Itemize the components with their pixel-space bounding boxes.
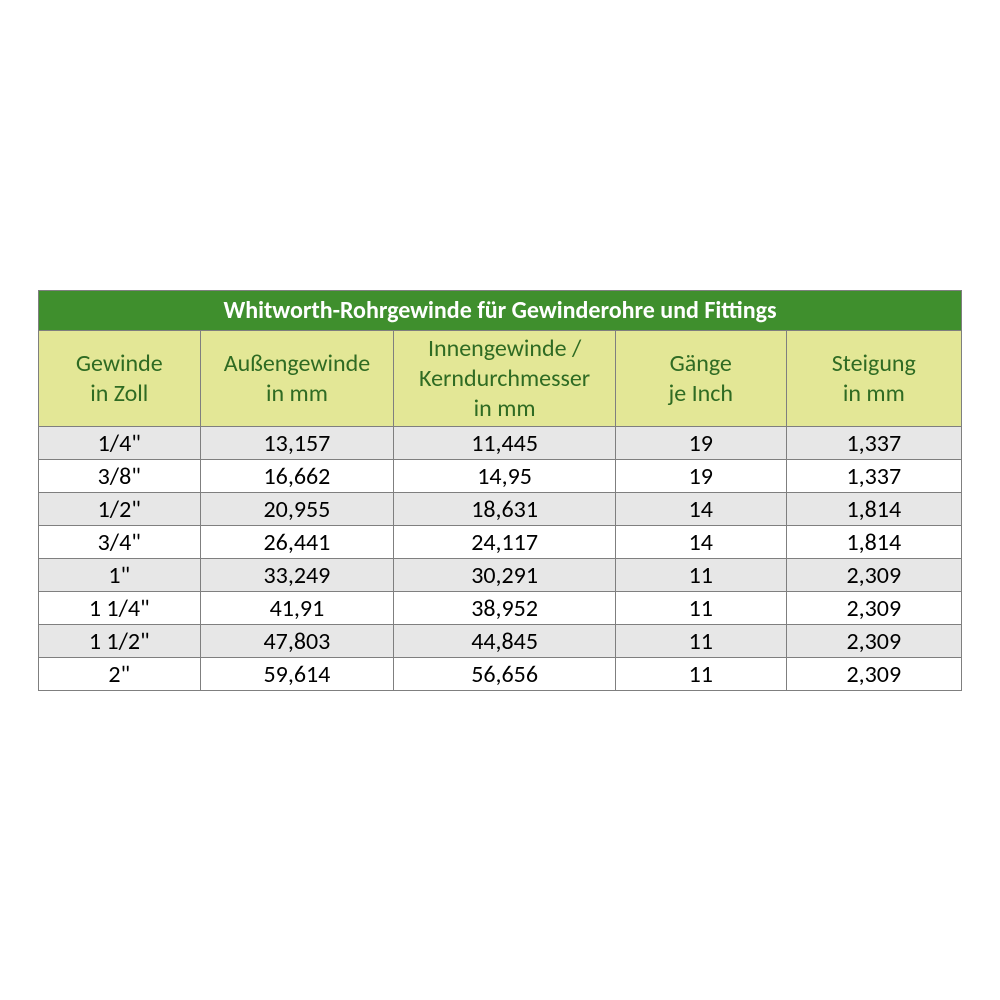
table-row: 3/4" 26,441 24,117 14 1,814 [39, 526, 962, 559]
cell: 1/4" [39, 427, 201, 460]
cell: 11 [615, 559, 786, 592]
col-header-gaenge: Gänge je Inch [615, 331, 786, 427]
cell: 14,95 [394, 460, 616, 493]
cell: 18,631 [394, 493, 616, 526]
cell: 11 [615, 625, 786, 658]
col-header-innen: Innengewinde / Kerndurchmesser in mm [394, 331, 616, 427]
cell: 30,291 [394, 559, 616, 592]
cell: 41,91 [200, 592, 394, 625]
cell: 19 [615, 460, 786, 493]
cell: 1" [39, 559, 201, 592]
cell: 16,662 [200, 460, 394, 493]
cell: 14 [615, 493, 786, 526]
cell: 47,803 [200, 625, 394, 658]
cell: 24,117 [394, 526, 616, 559]
cell: 2,309 [786, 625, 961, 658]
cell: 1/2" [39, 493, 201, 526]
cell: 20,955 [200, 493, 394, 526]
cell: 59,614 [200, 658, 394, 691]
cell: 44,845 [394, 625, 616, 658]
cell: 1,814 [786, 526, 961, 559]
table-row: 1 1/4" 41,91 38,952 11 2,309 [39, 592, 962, 625]
cell: 11 [615, 592, 786, 625]
cell: 33,249 [200, 559, 394, 592]
cell: 38,952 [394, 592, 616, 625]
cell: 56,656 [394, 658, 616, 691]
cell: 11,445 [394, 427, 616, 460]
cell: 1 1/2" [39, 625, 201, 658]
table-title: Whitworth-Rohrgewinde für Gewinderohre u… [39, 291, 962, 331]
cell: 1,337 [786, 460, 961, 493]
table-row: 1 1/2" 47,803 44,845 11 2,309 [39, 625, 962, 658]
cell: 2,309 [786, 559, 961, 592]
cell: 1,337 [786, 427, 961, 460]
table-row: 2" 59,614 56,656 11 2,309 [39, 658, 962, 691]
cell: 13,157 [200, 427, 394, 460]
table-row: 3/8" 16,662 14,95 19 1,337 [39, 460, 962, 493]
cell: 3/4" [39, 526, 201, 559]
table-row: 1/4" 13,157 11,445 19 1,337 [39, 427, 962, 460]
cell: 2" [39, 658, 201, 691]
table-row: 1" 33,249 30,291 11 2,309 [39, 559, 962, 592]
whitworth-thread-table: Whitworth-Rohrgewinde für Gewinderohre u… [38, 290, 962, 691]
cell: 14 [615, 526, 786, 559]
col-header-aussen: Außengewinde in mm [200, 331, 394, 427]
cell: 11 [615, 658, 786, 691]
col-header-gewinde: Gewinde in Zoll [39, 331, 201, 427]
cell: 2,309 [786, 658, 961, 691]
cell: 3/8" [39, 460, 201, 493]
table-body: 1/4" 13,157 11,445 19 1,337 3/8" 16,662 … [39, 427, 962, 691]
table-row: 1/2" 20,955 18,631 14 1,814 [39, 493, 962, 526]
cell: 1,814 [786, 493, 961, 526]
cell: 2,309 [786, 592, 961, 625]
cell: 19 [615, 427, 786, 460]
col-header-steigung: Steigung in mm [786, 331, 961, 427]
cell: 1 1/4" [39, 592, 201, 625]
cell: 26,441 [200, 526, 394, 559]
